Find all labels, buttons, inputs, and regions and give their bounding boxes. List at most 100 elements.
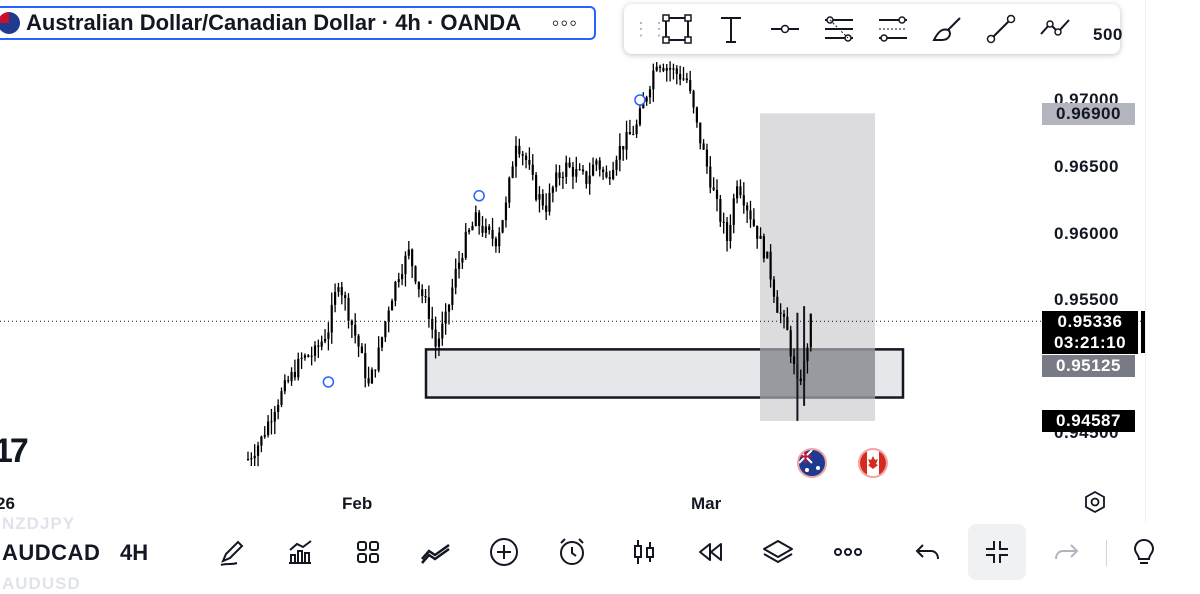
candle-body	[769, 251, 772, 280]
candle-body	[464, 231, 467, 258]
candle-body	[612, 169, 615, 179]
price-chart[interactable]	[0, 0, 1146, 522]
brush-icon[interactable]	[920, 9, 974, 49]
canada-flag-icon[interactable]	[858, 448, 888, 478]
candle-body	[401, 274, 404, 280]
candle-body	[705, 149, 709, 167]
candle-body	[431, 318, 434, 330]
candle-body	[437, 338, 441, 347]
candle-body	[662, 68, 665, 71]
candle-body	[548, 192, 551, 212]
candle-body	[725, 222, 729, 242]
parallel-channel-icon[interactable]	[866, 9, 920, 49]
collapse-button[interactable]	[968, 524, 1026, 580]
candle-body	[494, 238, 497, 247]
rectangle-icon[interactable]	[650, 9, 704, 49]
time-tick-feb: Feb	[342, 494, 373, 513]
symbol-selector[interactable]: AUDCAD	[2, 540, 101, 565]
more-options-icon[interactable]: ◦◦◦	[551, 10, 578, 35]
candle-body	[297, 358, 300, 378]
candle-body	[354, 324, 357, 336]
candle-body	[350, 320, 353, 325]
candle-body	[273, 411, 276, 422]
candle-body	[702, 143, 705, 150]
candles-icon[interactable]	[624, 532, 664, 572]
candle-body	[300, 357, 303, 359]
candle-body	[762, 235, 765, 259]
zone-top-price-label: 0.95125	[1042, 355, 1135, 377]
candle-body	[652, 70, 655, 90]
candle-body	[488, 226, 491, 230]
more-icon[interactable]	[828, 532, 868, 572]
collapse-icon[interactable]	[977, 532, 1017, 572]
price-tick: 0.95500	[1054, 290, 1119, 309]
symbol-title-bar[interactable]: Australian Dollar/Canadian Dollar · 4h ·…	[0, 6, 596, 40]
drag-handle-icon[interactable]: ⋮⋮	[632, 18, 668, 39]
pen-icon[interactable]	[212, 532, 252, 572]
undo-icon[interactable]	[908, 532, 948, 572]
candle-body	[377, 347, 380, 371]
candle-body	[330, 304, 333, 333]
australia-flag-icon[interactable]	[797, 448, 827, 478]
candle-body	[746, 205, 749, 211]
candle-body	[468, 230, 471, 232]
trend-line-icon[interactable]	[974, 9, 1028, 49]
candle-body	[806, 347, 809, 362]
candle-body	[565, 162, 568, 177]
candle-body	[571, 166, 575, 177]
candle-body	[246, 459, 250, 461]
event-marker[interactable]	[634, 94, 646, 106]
candle-body	[313, 345, 317, 356]
candle-body	[729, 224, 732, 242]
text-icon[interactable]	[704, 9, 758, 49]
path-icon[interactable]	[1028, 9, 1082, 49]
redo-icon[interactable]	[1046, 532, 1086, 572]
layers-icon[interactable]	[758, 532, 798, 572]
time-tick-partial: 26	[0, 494, 15, 513]
candle-body	[390, 300, 394, 311]
candle-body	[598, 160, 601, 170]
event-marker[interactable]	[322, 376, 335, 388]
event-marker[interactable]	[473, 190, 485, 202]
replay-icon[interactable]	[690, 532, 730, 572]
symbol-title: Australian Dollar/Canadian Dollar · 4h ·…	[26, 10, 522, 35]
candle-body	[648, 89, 652, 98]
candle-body	[317, 345, 320, 347]
candle-body	[615, 159, 618, 170]
compare-icon[interactable]	[416, 532, 456, 572]
candle-body	[809, 313, 812, 348]
candle-body	[303, 355, 307, 358]
candle-body	[685, 78, 688, 81]
symbol-ghost-above: NZDJPY	[2, 514, 76, 533]
current-price-label: 0.95336 03:21:10	[1042, 311, 1138, 354]
add-icon[interactable]	[484, 532, 524, 572]
timeframe-selector[interactable]: 4H	[120, 540, 149, 565]
horizontal-line-icon[interactable]	[758, 9, 812, 49]
fib-retracement-icon[interactable]	[812, 9, 866, 49]
candle-body	[799, 378, 802, 382]
candle-body	[357, 335, 360, 347]
chart-settings-icon[interactable]	[1083, 490, 1107, 519]
candle-body	[759, 235, 762, 239]
candle-body	[541, 193, 544, 206]
idea-icon[interactable]	[1124, 532, 1164, 572]
candle-body	[434, 329, 437, 347]
candle-body	[337, 287, 340, 293]
layouts-icon[interactable]	[348, 532, 388, 572]
alarm-icon[interactable]	[552, 532, 592, 572]
candle-body	[404, 255, 407, 275]
candle-body	[749, 210, 752, 220]
candle-body	[779, 312, 782, 314]
candle-body	[752, 219, 755, 226]
candle-body	[618, 146, 621, 160]
drawing-toolbar: ⋮⋮	[624, 4, 1120, 54]
candle-body	[411, 249, 414, 267]
candle-body	[568, 162, 571, 167]
candle-body	[340, 287, 343, 296]
indicators-icon[interactable]	[280, 532, 320, 572]
candle-body	[384, 321, 387, 338]
candle-body	[528, 159, 531, 165]
candle-body	[608, 177, 611, 179]
candle-body	[712, 187, 715, 190]
candle-body	[675, 68, 678, 74]
